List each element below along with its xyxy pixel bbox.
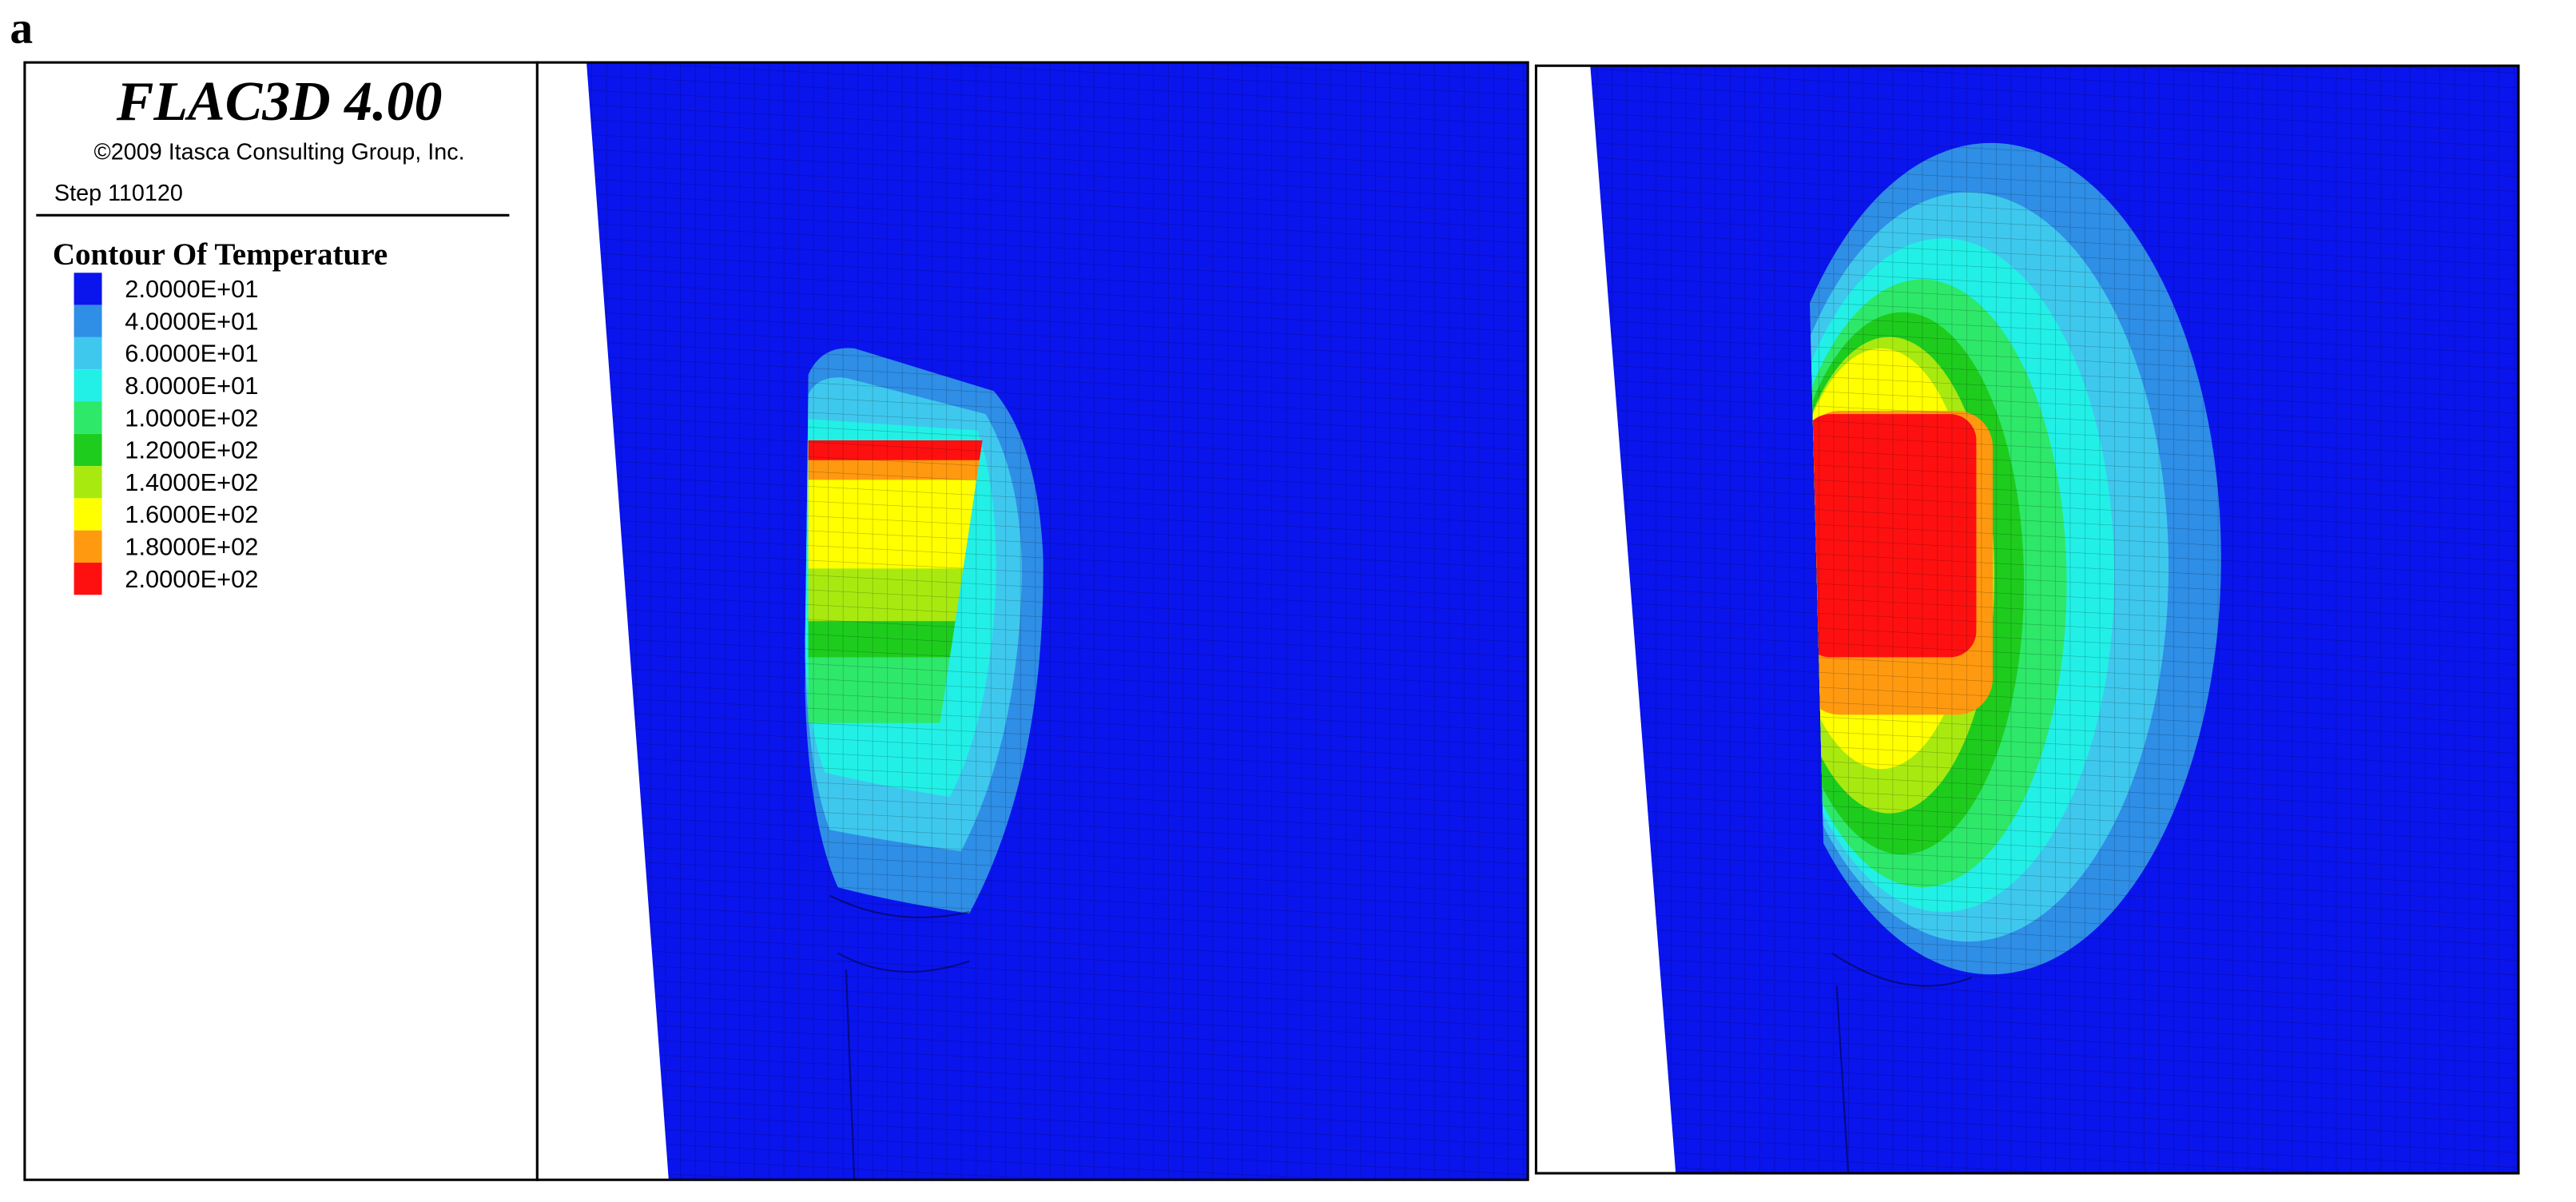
legend-swatch xyxy=(74,562,102,595)
legend-label: 1.6000E+02 xyxy=(125,500,258,528)
legend-swatch xyxy=(74,273,102,305)
model-view-1 xyxy=(537,62,1529,1180)
legend-label: 2.0000E+01 xyxy=(125,275,258,303)
model-view-2 xyxy=(1536,66,2518,1174)
legend-swatch xyxy=(74,530,102,563)
step: Step 110120 xyxy=(54,181,183,206)
legend-swatch xyxy=(74,466,102,499)
mesh xyxy=(537,62,1529,1180)
legend-swatch xyxy=(74,369,102,402)
legend-label: 1.2000E+02 xyxy=(125,436,258,464)
mesh-edge xyxy=(1831,952,1972,1174)
legend-label: 1.8000E+02 xyxy=(125,533,258,561)
legend-label: 8.0000E+01 xyxy=(125,372,258,400)
legend-swatch xyxy=(74,401,102,434)
void xyxy=(537,62,669,1180)
legend-swatch xyxy=(74,498,102,531)
legend-swatch xyxy=(74,433,102,467)
legend-swatch xyxy=(74,336,102,370)
panel-label: a xyxy=(10,2,33,53)
mesh xyxy=(1536,66,2518,1174)
legend-panel xyxy=(23,61,539,1181)
contour-title: Contour Of Temperature xyxy=(53,237,388,272)
legend-label: 6.0000E+01 xyxy=(125,340,258,368)
copyright: ©2009 Itasca Consulting Group, Inc. xyxy=(94,139,465,165)
void xyxy=(1536,66,1676,1174)
legend-label: 1.4000E+02 xyxy=(125,468,258,496)
legend-items: 2.0000E+01 4.0000E+01 6.0000E+01 8.0000E+01… xyxy=(74,273,258,595)
mesh-edge xyxy=(829,894,970,1180)
legend-label: 4.0000E+01 xyxy=(125,307,258,335)
legend-swatch xyxy=(74,304,102,337)
software-title: FLAC3D 4.00 xyxy=(116,71,443,133)
view-frame xyxy=(1534,64,2520,1175)
view-frame xyxy=(535,61,1529,1181)
legend-label: 2.0000E+02 xyxy=(125,565,258,593)
legend-label: 1.0000E+02 xyxy=(125,404,258,432)
